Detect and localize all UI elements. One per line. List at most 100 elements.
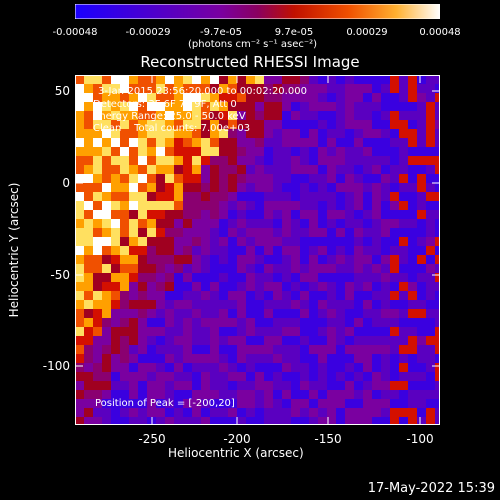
image-pixel	[156, 264, 165, 273]
image-pixel	[264, 120, 273, 129]
image-pixel	[273, 120, 282, 129]
image-pixel	[390, 327, 399, 336]
image-pixel	[219, 138, 228, 147]
image-pixel	[354, 381, 363, 390]
image-pixel	[129, 210, 138, 219]
image-pixel	[282, 318, 291, 327]
image-pixel	[174, 138, 183, 147]
image-pixel	[318, 183, 327, 192]
image-pixel	[381, 390, 390, 399]
image-pixel	[228, 300, 237, 309]
image-pixel	[156, 327, 165, 336]
image-pixel	[363, 246, 372, 255]
image-pixel	[327, 111, 336, 120]
image-pixel	[120, 138, 129, 147]
image-pixel	[408, 246, 417, 255]
image-pixel	[129, 138, 138, 147]
image-pixel	[111, 138, 120, 147]
image-pixel	[174, 237, 183, 246]
image-pixel	[228, 381, 237, 390]
image-pixel	[417, 75, 426, 84]
image-pixel	[300, 390, 309, 399]
image-pixel	[345, 318, 354, 327]
image-pixel	[282, 354, 291, 363]
image-pixel	[255, 192, 264, 201]
image-pixel	[390, 354, 399, 363]
image-pixel	[309, 282, 318, 291]
image-pixel	[156, 354, 165, 363]
image-pixel	[282, 246, 291, 255]
image-pixel	[129, 75, 138, 84]
image-pixel	[111, 129, 120, 138]
image-pixel	[300, 417, 309, 426]
image-pixel	[354, 390, 363, 399]
image-pixel	[327, 138, 336, 147]
image-pixel	[417, 237, 426, 246]
image-pixel	[291, 363, 300, 372]
image-pixel	[318, 327, 327, 336]
image-pixel	[273, 147, 282, 156]
image-pixel	[291, 309, 300, 318]
image-pixel	[417, 183, 426, 192]
image-pixel	[129, 417, 138, 426]
image-pixel	[264, 363, 273, 372]
image-pixel	[273, 138, 282, 147]
image-pixel	[345, 363, 354, 372]
image-pixel	[111, 327, 120, 336]
image-pixel	[129, 174, 138, 183]
image-pixel	[165, 93, 174, 102]
image-pixel	[210, 291, 219, 300]
image-pixel	[381, 417, 390, 426]
image-pixel	[273, 390, 282, 399]
image-pixel	[282, 264, 291, 273]
image-pixel	[264, 237, 273, 246]
image-pixel	[417, 129, 426, 138]
image-pixel	[363, 282, 372, 291]
image-pixel	[363, 309, 372, 318]
image-pixel	[291, 273, 300, 282]
image-pixel	[408, 219, 417, 228]
image-pixel	[399, 201, 408, 210]
image-pixel	[345, 120, 354, 129]
image-pixel	[273, 381, 282, 390]
image-pixel	[255, 93, 264, 102]
image-pixel	[111, 273, 120, 282]
image-pixel	[309, 129, 318, 138]
image-pixel	[426, 201, 435, 210]
image-pixel	[282, 174, 291, 183]
image-pixel	[102, 75, 111, 84]
image-pixel	[273, 219, 282, 228]
image-pixel	[390, 309, 399, 318]
image-pixel	[291, 84, 300, 93]
image-pixel	[84, 291, 93, 300]
image-pixel	[156, 291, 165, 300]
image-pixel	[129, 291, 138, 300]
image-pixel	[273, 111, 282, 120]
image-pixel	[201, 417, 210, 426]
image-pixel	[102, 192, 111, 201]
image-pixel	[237, 363, 246, 372]
time-range-annotation: 3-Jan-2015 23:56:20.000 to 00:02:20.000	[98, 86, 307, 97]
image-pixel	[93, 390, 102, 399]
image-pixel	[372, 138, 381, 147]
image-pixel	[390, 273, 399, 282]
image-pixel	[336, 246, 345, 255]
image-pixel	[426, 336, 435, 345]
image-pixel	[363, 102, 372, 111]
image-pixel	[399, 399, 408, 408]
image-pixel	[372, 309, 381, 318]
image-pixel	[255, 147, 264, 156]
image-pixel	[228, 318, 237, 327]
image-pixel	[174, 228, 183, 237]
image-pixel	[111, 408, 120, 417]
image-pixel	[165, 264, 174, 273]
image-pixel	[129, 372, 138, 381]
image-pixel	[390, 300, 399, 309]
image-pixel	[75, 309, 84, 318]
image-pixel	[273, 201, 282, 210]
image-pixel	[327, 228, 336, 237]
image-pixel	[354, 318, 363, 327]
image-pixel	[336, 255, 345, 264]
image-pixel	[102, 93, 111, 102]
detectors-annotation: Detectors: 3F 6F 7F 9F, Att 0	[93, 99, 237, 110]
